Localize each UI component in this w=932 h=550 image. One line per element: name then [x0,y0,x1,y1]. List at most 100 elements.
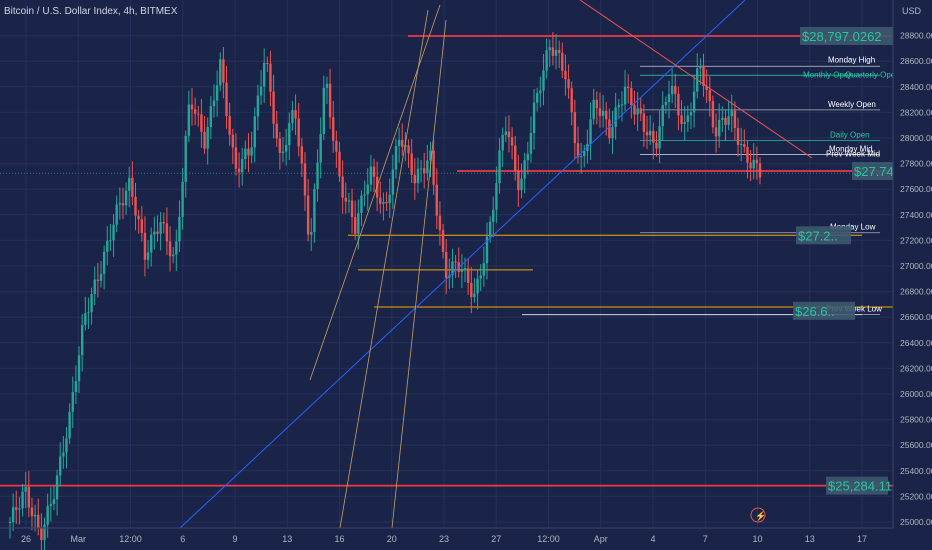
candle-body [451,261,454,276]
candle-body [432,150,435,185]
annotation-label: Monday High [828,55,875,64]
candle-body [708,89,711,101]
candle-body [106,240,109,252]
candle-body [24,487,27,492]
candle-body [353,217,357,234]
x-tick-label: Mar [71,534,87,544]
candle-body [84,313,87,325]
candle-body [306,195,310,235]
annotation-label: Weekly Open [828,100,876,109]
y-tick-label: 25000.00 [900,517,932,527]
x-tick-label: 16 [334,534,344,544]
candle-body [529,132,533,154]
candle-body [55,475,59,500]
price-tag-label: $27.742 [854,164,901,179]
candle-body [426,160,429,174]
candle-body [721,117,724,120]
candle-body [576,143,580,158]
candle-body [310,231,313,235]
candle-body [99,273,103,281]
candle-body [33,514,37,517]
candle-body [269,63,272,92]
candle-body [294,110,297,119]
y-tick-label: 27400.00 [900,210,932,220]
candle-body [526,153,529,161]
candle-body [65,438,68,453]
y-tick-label: 26600.00 [900,312,932,322]
candle-body [297,118,300,147]
candle-body [360,195,363,214]
candle-body [463,268,467,271]
candle-body [670,85,674,95]
candle-body [510,137,514,146]
candle-body [77,355,81,382]
candle-body [614,107,617,128]
candle-body [303,163,307,196]
candle-body [545,50,548,71]
candle-body [601,110,605,116]
candle-body [394,145,398,170]
candle-body [517,171,520,191]
candle-body [231,134,235,148]
candle-body [52,499,56,504]
annotation-label: Quarterly Open [845,70,900,79]
candle-body [259,86,263,96]
candle-body [316,162,319,189]
y-tick-label: 25200.00 [900,491,932,501]
candle-body [460,270,464,272]
candle-body [667,94,671,102]
candle-body [466,268,470,283]
candle-body [181,181,184,217]
y-tick-label: 26200.00 [900,363,932,373]
candle-body [724,117,727,125]
y-tick-label: 27600.00 [900,184,932,194]
candle-body [623,86,627,105]
y-axis[interactable]: 25000.00 25200.00 25400.00 25600.00 25800.00… [892,0,932,550]
candle-body [250,147,253,156]
candle-body [234,147,238,169]
x-tick-label: 10 [752,534,762,544]
candle-body [520,178,523,191]
red-trend-line [579,0,813,159]
y-tick-label: 25800.00 [900,415,932,425]
candle-body [482,263,486,276]
candle-body [523,160,526,179]
candle-body [131,177,134,197]
candle-body [143,232,147,260]
price-tag-box [826,476,888,495]
candle-body [655,142,658,149]
candle-body [165,223,169,242]
candle-body [96,279,100,281]
candle-body [357,213,360,234]
candle-body [554,49,558,56]
y-tick-label: 25400.00 [900,466,932,476]
candle-body [689,112,693,116]
candle-body [683,121,686,124]
candle-body [341,176,344,198]
candle-body [102,251,106,274]
x-tick-label: 12:00 [537,534,560,544]
candle-body [488,221,492,237]
candle-body [645,131,649,136]
tan-trend-line [391,19,447,529]
candle-body [598,108,602,116]
candle-body [30,507,34,517]
price-tag-label: $26.6.. [795,304,835,319]
candle-body [479,275,482,279]
candle-body [652,130,655,143]
candle-body [40,528,43,541]
candle-body [423,168,426,174]
candle-body [281,151,285,153]
candle-body [661,105,664,127]
x-axis[interactable]: 26 Mar 12:00 6 9 13 16 20 23 27 12:00 Apr 4 7 10 13 17 [0,527,893,544]
candle-body [59,456,62,476]
candle-body [752,159,755,169]
x-tick-label: 20 [387,534,397,544]
candle-body [37,514,40,529]
candle-body [379,197,382,204]
candle-body [175,241,178,255]
candle-body [620,104,624,106]
x-tick-label: 12:00 [119,534,142,544]
